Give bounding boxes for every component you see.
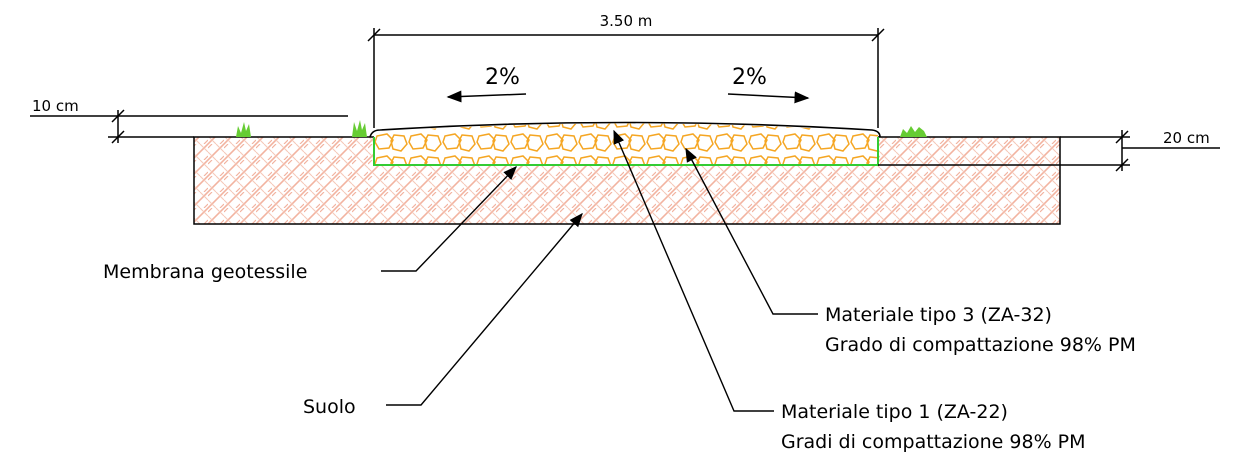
width-label: 3.50 m: [600, 12, 653, 30]
soil-leader: [386, 212, 583, 406]
material3-label-line2: Grado di compattazione 98% PM: [825, 334, 1136, 356]
slope-label-left: 2%: [485, 65, 520, 90]
slope-arrow-right: [727, 91, 810, 104]
width-dimension: [367, 28, 885, 128]
left-height-dimension: [30, 109, 348, 144]
soil-label: Suolo: [303, 396, 356, 418]
slope-arrow-left: [446, 90, 527, 103]
geotextile-membrane: [373, 137, 879, 166]
material1-label-line1: Materiale tipo 1 (ZA-22): [781, 401, 1008, 423]
grass-tuft-icon: [352, 120, 367, 137]
membrane-leader: [381, 165, 517, 272]
membrane-label: Membrana geotessile: [103, 261, 307, 283]
material3-leader: [685, 147, 818, 315]
left-height-label: 10 cm: [32, 97, 79, 115]
material3-label-line1: Materiale tipo 3 (ZA-32): [825, 304, 1052, 326]
slope-label-right: 2%: [732, 65, 767, 90]
grass-tuft-icon: [236, 122, 251, 137]
right-height-dimension: [878, 130, 1220, 172]
grass-tuft-icon: [900, 126, 927, 137]
road-surface-crown: [369, 121, 881, 138]
material1-leader: [613, 129, 774, 412]
material1-label-line2: Gradi di compattazione 98% PM: [781, 431, 1086, 453]
right-height-label: 20 cm: [1163, 129, 1210, 147]
